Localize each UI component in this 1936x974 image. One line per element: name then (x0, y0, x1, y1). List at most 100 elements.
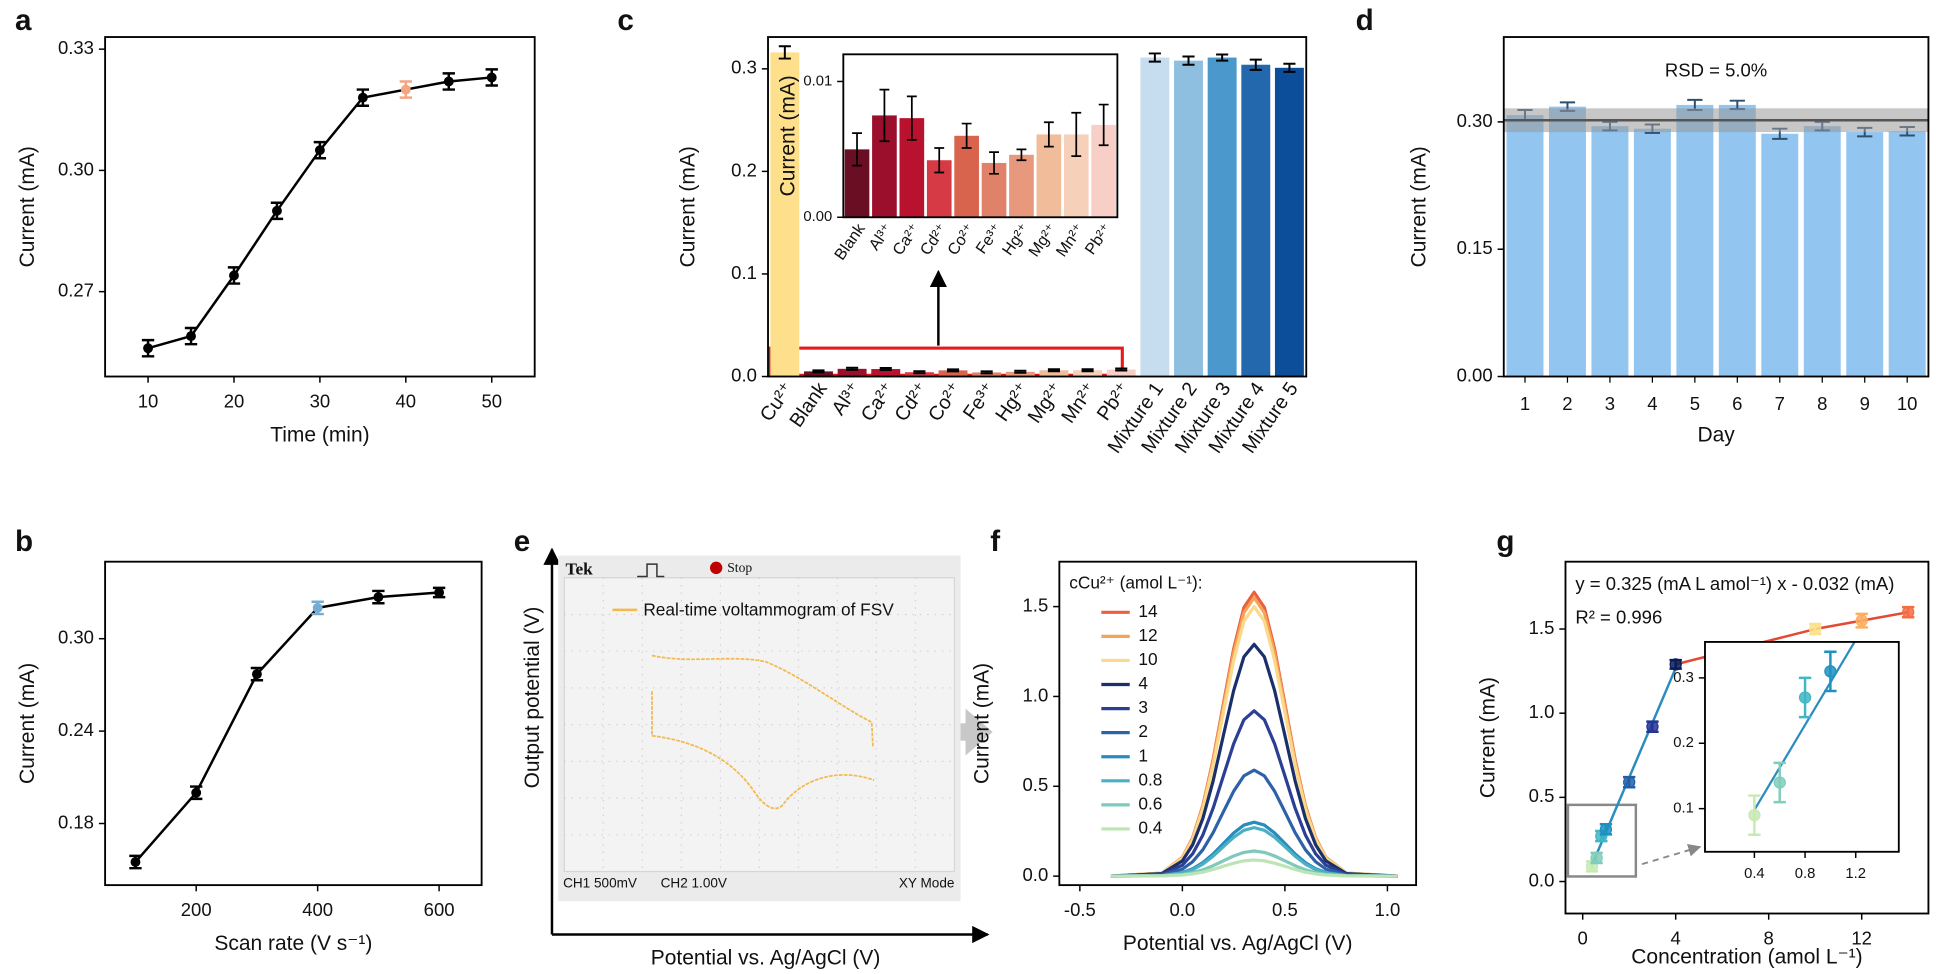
y-tick-label: 0.1 (1673, 801, 1694, 817)
data-point (1773, 776, 1786, 789)
data-line (134, 591, 440, 863)
y-axis-label: Current (mA) (16, 146, 39, 267)
x-tick-label: 30 (310, 390, 331, 411)
error-bar (989, 151, 999, 175)
error-bar (1071, 111, 1082, 158)
x-tick-label: 0.4 (1744, 866, 1765, 882)
y-tick-label: 0.3 (731, 57, 757, 78)
x-tick-label: 0.8 (1795, 866, 1816, 882)
scope-ch1: CH1 500mV (563, 875, 637, 890)
error-bar (1098, 103, 1109, 147)
x-tick-label: 3 (1605, 393, 1615, 414)
data-point (251, 669, 262, 680)
panel-label: c (617, 4, 633, 37)
scope-brand: Tek (566, 559, 594, 578)
error-bar (1182, 55, 1195, 66)
y-tick-label: 0.2 (1673, 735, 1694, 751)
data-point (191, 787, 202, 798)
data-point (1855, 614, 1868, 627)
y-tick-label: 0.3 (1673, 670, 1694, 686)
x-axis-label: Potential vs. Ag/AgCl (V) (1123, 932, 1353, 955)
data-point (1646, 720, 1659, 733)
legend-label: 0.4 (1138, 818, 1162, 838)
x-tick-label: Ca²⁺ (889, 220, 923, 258)
bar (1846, 132, 1884, 377)
data-point (229, 270, 239, 281)
x-tick-label: 0.0 (1170, 899, 1196, 920)
x-tick-label: 10 (1897, 393, 1918, 414)
y-tick-label: 1.0 (1023, 684, 1049, 705)
x-tick-label: 2 (1562, 393, 1572, 414)
y-axis-label: Current (mA) (1476, 677, 1499, 798)
legend-label: 3 (1138, 697, 1148, 717)
legend-label: 2 (1138, 721, 1148, 741)
x-tick-label: Mn²⁺ (1057, 378, 1101, 427)
x-tick-label: Mn²⁺ (1053, 220, 1088, 260)
error-bar (934, 147, 945, 174)
y-tick-label: 0.30 (58, 158, 94, 179)
y-tick-label: 0.5 (1529, 785, 1555, 806)
error-bar (1014, 369, 1027, 374)
x-tick-label: 4 (1671, 927, 1681, 948)
x-tick-label: Mg²⁺ (1024, 378, 1068, 427)
scope-trace (651, 654, 875, 810)
bar (1174, 60, 1203, 377)
y-tick-label: 1.5 (1023, 594, 1049, 615)
bar (1676, 104, 1714, 377)
fit-line (1753, 641, 1856, 811)
y-tick-label: 0.18 (58, 811, 94, 832)
bar (770, 52, 800, 377)
error-bar (879, 367, 892, 372)
inset-frame (842, 53, 1119, 219)
data-point (1599, 823, 1613, 836)
bar (1506, 115, 1544, 377)
x-tick-label: Co²⁺ (944, 220, 978, 258)
bar (804, 371, 833, 377)
bar (904, 372, 934, 377)
data-line (1110, 605, 1398, 878)
x-tick-label: 10 (138, 390, 159, 411)
y-tick-label: 0.0 (731, 364, 757, 385)
bar (972, 372, 1002, 377)
data-point (130, 857, 141, 867)
error-bar (852, 132, 862, 167)
stop-icon (709, 561, 723, 575)
x-tick-label: Fe³⁺ (972, 220, 1005, 257)
panel-label: g (1496, 525, 1514, 558)
axes-frame (1564, 560, 1930, 915)
data-line (147, 76, 492, 350)
data-line (1110, 709, 1398, 878)
error-bar (1148, 52, 1161, 63)
legend-label: 10 (1138, 649, 1157, 669)
trend-line (1814, 619, 1862, 631)
x-tick-label: Pb²⁺ (1081, 220, 1115, 258)
inset-background (1704, 641, 1899, 852)
data-point (186, 331, 196, 342)
data-line (1110, 826, 1398, 878)
bar (1633, 128, 1671, 377)
annotation: y = 0.325 (mA L amol⁻¹) x - 0.032 (mA) (1575, 573, 1894, 594)
x-tick-label: 600 (424, 899, 455, 920)
legend-label: 0.6 (1138, 793, 1162, 813)
y-tick-label: 0.0 (1529, 869, 1555, 890)
axes-frame (104, 36, 536, 378)
error-bar (1283, 62, 1296, 73)
x-tick-label: 5 (1690, 393, 1700, 414)
y-axis-label: Current (mA) (970, 663, 993, 784)
x-tick-label: 40 (396, 390, 417, 411)
x-tick-label: 20 (224, 390, 245, 411)
panel-label: b (15, 525, 33, 558)
bar (871, 369, 901, 377)
y-axis-label: Output potential (V) (521, 607, 544, 789)
legend-label: 1 (1138, 745, 1148, 765)
bar (1888, 131, 1926, 377)
error-bar (913, 370, 926, 375)
error-bar (1043, 121, 1054, 148)
data-point (1748, 809, 1761, 822)
x-tick-label: Ca²⁺ (857, 378, 899, 425)
y-tick-label: 0.00 (1457, 364, 1493, 385)
error-bar (1081, 368, 1094, 373)
bar (1207, 57, 1237, 377)
data-point (373, 592, 384, 603)
x-axis-label: Time (min) (270, 423, 369, 446)
